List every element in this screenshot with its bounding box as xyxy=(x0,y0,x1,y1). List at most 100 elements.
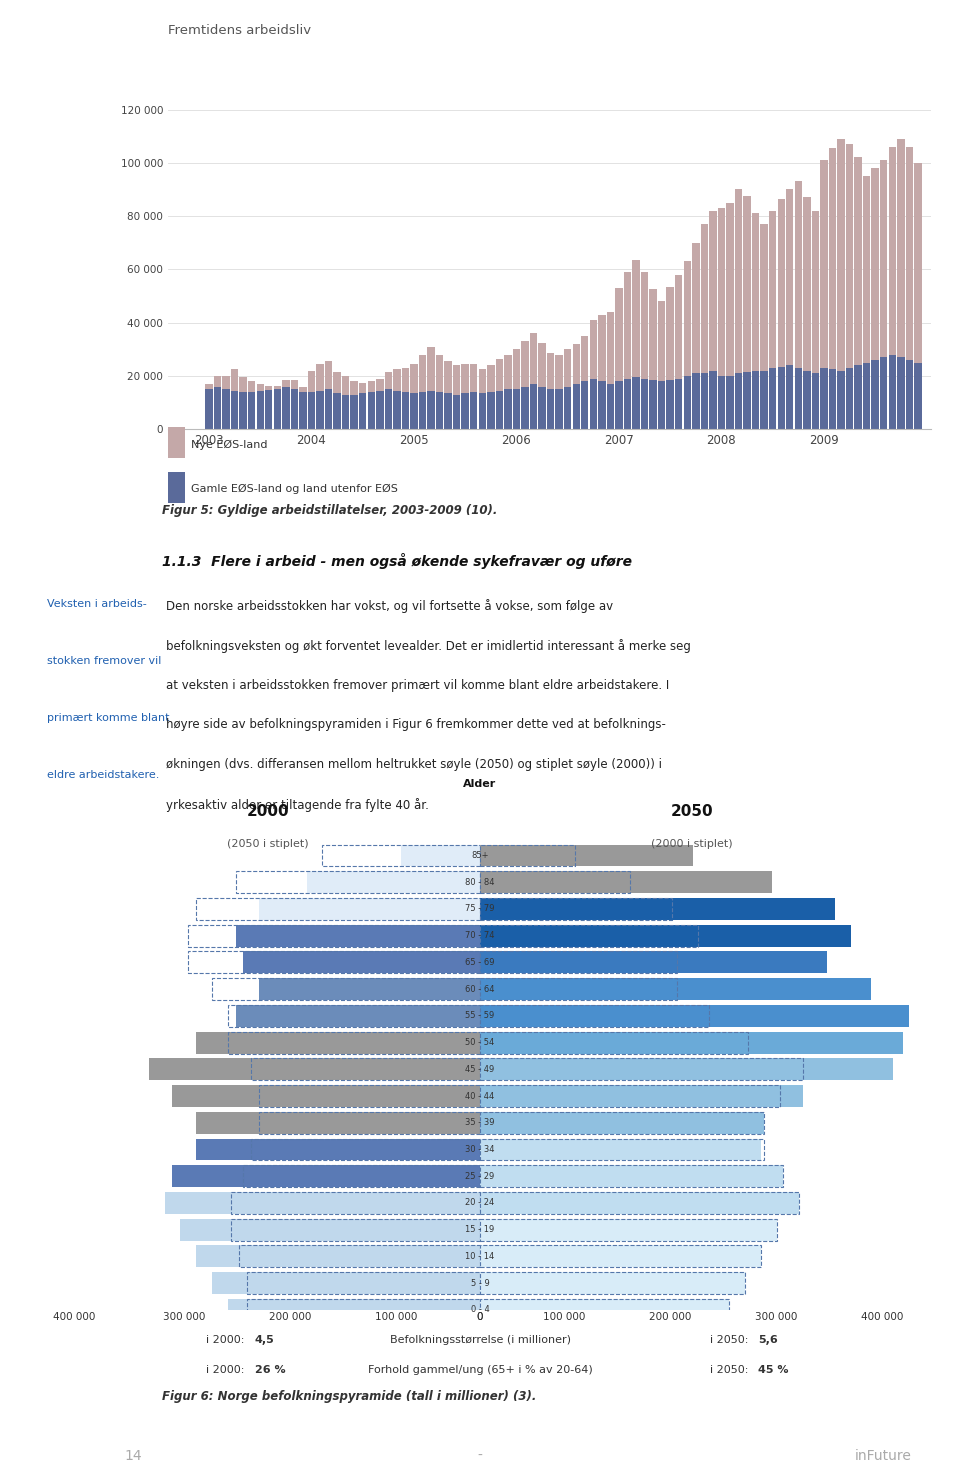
Bar xyxy=(188,925,480,947)
Bar xyxy=(727,203,733,376)
Bar xyxy=(837,139,845,370)
Text: 45 %: 45 % xyxy=(758,1365,789,1375)
Bar xyxy=(828,369,836,429)
Bar xyxy=(480,978,677,1000)
Bar xyxy=(385,389,392,429)
Bar xyxy=(410,364,418,394)
Text: Gamle EØS-land og land utenfor EØS: Gamle EØS-land og land utenfor EØS xyxy=(191,484,397,494)
Bar xyxy=(854,157,862,366)
Bar xyxy=(239,1245,480,1267)
Bar xyxy=(530,383,538,429)
Text: 200 000: 200 000 xyxy=(269,1313,311,1322)
Bar xyxy=(394,391,400,429)
Bar xyxy=(889,355,896,429)
Bar xyxy=(480,1299,730,1320)
Bar xyxy=(658,382,665,429)
Bar xyxy=(228,1032,480,1054)
Bar xyxy=(752,213,759,370)
Bar xyxy=(480,1085,804,1107)
Text: i 2050:: i 2050: xyxy=(709,1365,752,1375)
Bar xyxy=(291,380,299,389)
Bar xyxy=(265,386,273,389)
Bar xyxy=(324,389,332,429)
Bar xyxy=(376,391,383,429)
Bar xyxy=(480,1245,760,1267)
Bar xyxy=(480,1138,760,1160)
Bar xyxy=(649,290,657,380)
Bar xyxy=(436,355,444,392)
Bar xyxy=(624,379,632,429)
Bar xyxy=(513,389,520,429)
Bar xyxy=(282,380,290,386)
Text: Figur 5: Gyldige arbeidstillatelser, 2003-2009 (10).: Figur 5: Gyldige arbeidstillatelser, 200… xyxy=(162,503,497,517)
Text: 100 000: 100 000 xyxy=(375,1313,418,1322)
Bar xyxy=(470,392,477,429)
Text: yrkesaktiv alder er tiltagende fra fylte 40 år.: yrkesaktiv alder er tiltagende fra fylte… xyxy=(166,798,429,813)
Bar xyxy=(308,370,315,392)
Bar xyxy=(889,147,896,355)
Bar xyxy=(205,383,213,389)
Bar xyxy=(231,370,238,391)
Bar xyxy=(692,243,700,373)
Bar xyxy=(274,386,281,389)
Bar xyxy=(607,312,614,383)
Bar xyxy=(649,380,657,429)
Bar xyxy=(624,272,632,379)
Bar xyxy=(914,163,922,363)
Bar xyxy=(556,389,563,429)
Text: at veksten i arbeidsstokken fremover primært vil komme blant eldre arbeidstakere: at veksten i arbeidsstokken fremover pri… xyxy=(166,679,670,691)
Bar xyxy=(480,1138,764,1160)
Bar xyxy=(572,383,580,429)
Bar xyxy=(598,315,606,382)
Bar xyxy=(589,379,597,429)
Bar xyxy=(778,198,785,367)
Bar xyxy=(480,898,835,921)
Bar xyxy=(718,376,725,429)
Bar xyxy=(709,370,716,429)
Bar xyxy=(556,355,563,389)
Text: 4,5: 4,5 xyxy=(254,1335,275,1345)
Text: Veksten i arbeids-: Veksten i arbeids- xyxy=(47,599,147,610)
Bar xyxy=(196,1032,480,1054)
Text: stokken fremover vil: stokken fremover vil xyxy=(47,656,161,666)
Bar xyxy=(149,1058,480,1080)
Text: 100 000: 100 000 xyxy=(542,1313,585,1322)
Bar xyxy=(709,210,716,370)
Bar xyxy=(480,845,575,866)
Bar xyxy=(760,223,768,370)
Bar xyxy=(521,342,529,386)
Bar xyxy=(300,392,306,429)
Text: 2050: 2050 xyxy=(671,804,713,818)
Bar xyxy=(480,1032,748,1054)
Bar xyxy=(480,1005,708,1027)
Text: 10 - 14: 10 - 14 xyxy=(466,1252,494,1261)
Bar xyxy=(547,389,554,429)
Bar xyxy=(480,872,630,894)
Bar xyxy=(196,1245,480,1267)
Bar xyxy=(828,148,836,369)
Text: Befolkningsstørrelse (i millioner): Befolkningsstørrelse (i millioner) xyxy=(390,1335,570,1345)
Bar xyxy=(480,872,772,894)
Bar xyxy=(401,369,409,392)
Bar xyxy=(282,386,290,429)
Bar xyxy=(487,392,494,429)
Bar xyxy=(905,147,913,360)
Bar xyxy=(333,371,341,394)
Bar xyxy=(633,260,639,377)
Text: 5 - 9: 5 - 9 xyxy=(470,1279,490,1288)
Bar xyxy=(692,373,700,429)
Bar xyxy=(259,1085,480,1107)
Bar xyxy=(615,382,623,429)
Bar xyxy=(168,472,184,503)
Bar xyxy=(547,354,554,389)
Bar xyxy=(675,275,683,379)
Bar xyxy=(480,1218,777,1240)
Bar xyxy=(701,223,708,373)
Bar xyxy=(235,1005,480,1027)
Text: 35 - 39: 35 - 39 xyxy=(466,1119,494,1128)
Bar xyxy=(462,394,468,429)
Bar xyxy=(641,379,648,429)
Bar xyxy=(480,1165,782,1187)
Bar xyxy=(804,370,810,429)
Bar xyxy=(180,1218,480,1240)
